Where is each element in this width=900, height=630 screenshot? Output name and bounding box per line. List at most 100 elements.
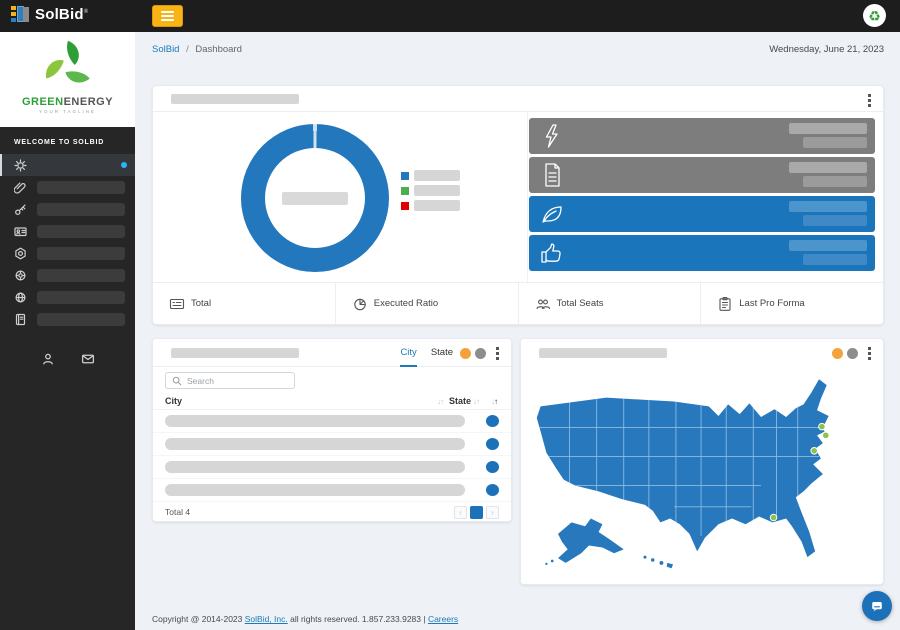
sidebar-item-dashboard[interactable] (0, 154, 135, 176)
table-card-header: City State (153, 339, 511, 367)
chat-icon (872, 602, 882, 612)
legend-swatch-blue (401, 171, 409, 180)
sort-state-icon[interactable]: ↓↑ (473, 396, 480, 406)
chart-legend (401, 170, 460, 211)
sidebar-footer-icons (0, 352, 135, 366)
tab-city[interactable]: City (400, 339, 417, 367)
sort-city-icon[interactable]: ↓↑ (436, 396, 444, 406)
card-title-placeholder (539, 348, 667, 358)
stat-total: Total (153, 283, 335, 324)
overview-card: Total Executed Ratio Total Seats Last Pr… (152, 85, 884, 325)
column-state[interactable]: State (448, 396, 471, 406)
row-status-dot[interactable] (486, 438, 499, 450)
sidebar-item-access[interactable] (0, 198, 135, 220)
user-avatar[interactable]: ♻ (863, 4, 886, 27)
key-icon (15, 203, 26, 215)
sidebar-item-attachments[interactable] (0, 176, 135, 198)
stat-total-seats: Total Seats (517, 283, 701, 324)
solbid-inc-link[interactable]: SolBid, Inc. (244, 614, 288, 624)
target-globe-icon (15, 269, 26, 281)
gray-dot-button[interactable] (847, 348, 858, 359)
table-tabs: City State (400, 339, 453, 367)
recycle-icon: ♻ (868, 7, 881, 24)
menu-toggle-button[interactable] (152, 5, 183, 27)
kebab-menu-icon[interactable] (863, 92, 875, 109)
stat-tile-energy[interactable] (529, 118, 875, 154)
solbid-logo[interactable]: SolBid® (10, 4, 88, 24)
sidebar: GREENENERGY YOUR TAGLINE WELCOME TO SOLB… (0, 32, 135, 630)
orange-dot-button[interactable] (460, 348, 471, 359)
stat-tile-green[interactable] (529, 196, 875, 232)
tab-state[interactable]: State (430, 347, 453, 358)
card-title-placeholder (171, 348, 299, 358)
row-status-dot[interactable] (486, 484, 499, 496)
green-energy-leaves-icon (45, 40, 90, 83)
search-input[interactable] (187, 375, 282, 386)
row-status-dot[interactable] (486, 415, 499, 427)
sidebar-item-journal[interactable] (0, 308, 135, 330)
row-status-dot[interactable] (486, 461, 499, 473)
stat-tile-approved[interactable] (529, 235, 875, 271)
sidebar-item-settings[interactable] (0, 242, 135, 264)
card-title-placeholder (171, 94, 299, 104)
gray-dot-button[interactable] (475, 348, 486, 359)
sidebar-item-accounts[interactable] (0, 220, 135, 242)
current-date: Wednesday, June 21, 2023 (769, 44, 884, 55)
usa-map[interactable] (529, 369, 877, 579)
sidebar-item-territory[interactable] (0, 264, 135, 286)
table-row[interactable] (153, 433, 511, 456)
sidebar-section-label: WELCOME TO SOLBID (14, 139, 105, 146)
envelope-icon[interactable] (81, 352, 95, 366)
kebab-menu-icon[interactable] (491, 345, 503, 362)
table-row[interactable] (153, 479, 511, 502)
overview-footer-stats: Total Executed Ratio Total Seats Last Pr… (153, 282, 883, 324)
sidebar-item-world[interactable] (0, 286, 135, 308)
legend-swatch-red (401, 201, 409, 210)
sort-extra-icon[interactable]: ↓↑ (491, 396, 498, 406)
registered-mark: ® (83, 8, 89, 15)
id-card-icon (14, 226, 27, 236)
map-markers (769, 422, 830, 522)
settings-gear-icon (15, 247, 26, 259)
orange-dot-button[interactable] (832, 348, 843, 359)
legend-item (401, 170, 460, 181)
clipboard-icon (719, 296, 731, 311)
breadcrumb: SolBid / Dashboard (152, 44, 242, 55)
donut-chart[interactable] (241, 124, 389, 272)
map-marker (821, 431, 830, 440)
map-marker (769, 513, 778, 522)
next-page-button[interactable]: › (486, 505, 499, 519)
copyright-footer: Copyright @ 2014-2023 SolBid, Inc. all r… (152, 614, 459, 624)
total-count-label: Total 4 (165, 507, 191, 517)
current-page-button[interactable] (470, 505, 483, 519)
main-content: SolBid / Dashboard Wednesday, June 21, 2… (135, 32, 900, 630)
map-card-header (521, 339, 883, 367)
brand-name: SolBid® (35, 5, 89, 23)
person-icon[interactable] (41, 352, 55, 366)
search-box[interactable] (165, 372, 295, 389)
active-indicator-dot (121, 162, 127, 168)
breadcrumb-current: Dashboard (195, 44, 242, 55)
chat-button[interactable] (862, 591, 892, 621)
kebab-menu-icon[interactable] (863, 345, 875, 362)
search-row (153, 367, 511, 393)
map-marker (810, 447, 818, 455)
donut-chart-area (153, 112, 528, 284)
document-icon (545, 163, 560, 187)
table-footer: Total 4 ‹ › (153, 502, 511, 522)
breadcrumb-solbid-link[interactable]: SolBid (152, 44, 180, 55)
stat-last-pro-forma: Last Pro Forma (700, 283, 883, 324)
column-city[interactable]: City (165, 396, 183, 406)
stat-tile-documents[interactable] (529, 157, 875, 193)
journal-icon (15, 313, 26, 325)
table-row[interactable] (153, 410, 511, 433)
green-energy-wordmark: GREENENERGY (21, 96, 114, 108)
legend-item (401, 185, 460, 196)
thumbs-up-icon (541, 243, 561, 263)
table-row[interactable] (153, 456, 511, 479)
prev-page-button[interactable]: ‹ (454, 505, 467, 519)
green-energy-logo: GREENENERGY YOUR TAGLINE (0, 32, 135, 127)
globe-icon (15, 291, 26, 303)
legend-item (401, 200, 460, 211)
careers-link[interactable]: Careers (427, 614, 459, 624)
